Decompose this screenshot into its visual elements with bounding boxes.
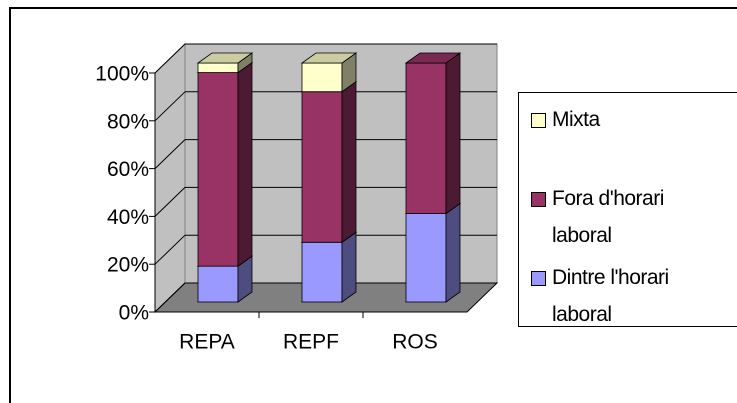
legend-label: Fora d'horari laboral xyxy=(552,187,664,247)
legend-swatch xyxy=(531,271,546,286)
bar-segment xyxy=(197,62,239,73)
side-wall xyxy=(154,42,186,314)
legend-entry: Fora d'horari laboral xyxy=(531,180,737,259)
bar-side xyxy=(341,80,357,244)
y-tick-label: 40% xyxy=(107,206,149,229)
bar-top xyxy=(404,52,462,64)
bar-side xyxy=(445,52,461,215)
legend-entry: Dintre l'horari laboral xyxy=(531,259,737,338)
bar-segment xyxy=(197,72,239,267)
y-tick-label: 100% xyxy=(95,63,149,86)
legend-label: Dintre l'horari laboral xyxy=(552,266,669,326)
grid-line xyxy=(154,43,186,74)
chart-frame xyxy=(9,7,737,403)
bar-segment xyxy=(301,241,343,303)
legend-entry: Mixta xyxy=(531,101,737,180)
legend-swatch xyxy=(531,192,546,207)
y-tick-label: 60% xyxy=(107,158,149,181)
bar-side xyxy=(445,202,461,303)
bar-side xyxy=(237,61,253,267)
bar-segment xyxy=(405,213,447,303)
grid-line xyxy=(154,234,186,265)
grid-line xyxy=(154,282,186,313)
bar-top xyxy=(196,52,254,64)
bar-top xyxy=(300,52,358,64)
grid-line xyxy=(154,187,186,217)
legend-swatch xyxy=(531,113,546,128)
y-tick-label: 80% xyxy=(107,110,149,133)
bar-segment xyxy=(301,62,343,93)
legend-label: Mixta xyxy=(552,108,600,131)
x-tick-label: REPF xyxy=(283,331,339,354)
bar-side xyxy=(341,231,357,303)
x-tick-label: REPA xyxy=(179,331,235,354)
grid-line xyxy=(154,139,186,169)
bar-segment xyxy=(405,62,447,214)
grid-line xyxy=(154,91,186,122)
bar-segment xyxy=(301,91,343,243)
bar-segment xyxy=(197,265,239,303)
legend: Mixta Fora d'horari laboral Dintre l'horar… xyxy=(518,92,737,327)
y-tick-label: 0% xyxy=(119,302,149,325)
x-tick-label: ROS xyxy=(392,331,438,354)
y-tick-label: 20% xyxy=(107,254,149,277)
